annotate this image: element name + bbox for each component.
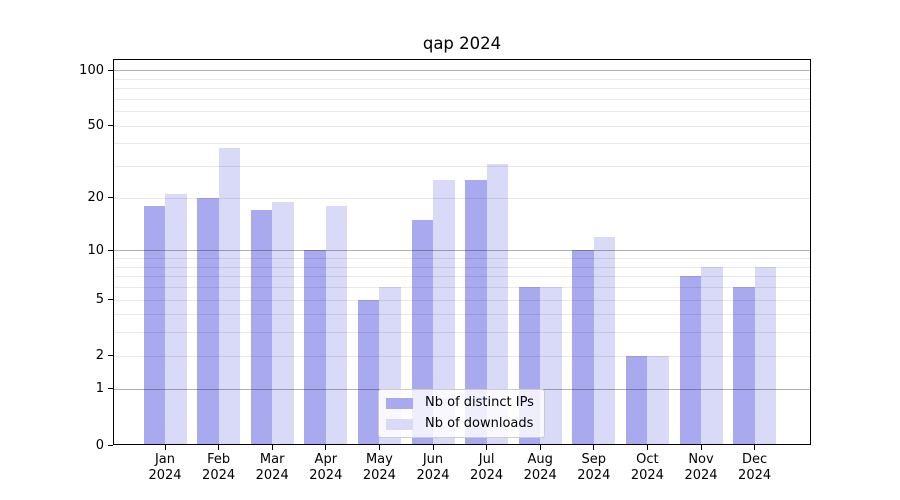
x-tick-label-dec-2024: Dec 2024 [738,452,772,483]
gridline-y-100-major [113,70,811,72]
bar-nb-of-distinct-ips-jul-2024 [465,180,487,445]
gridline-y-3 [113,332,811,334]
x-tick-jul-2024 [486,445,488,450]
gridline-y-90 [113,78,811,80]
bar-nb-of-distinct-ips-may-2024 [357,299,380,445]
bar-nb-of-distinct-ips-nov-2024 [679,276,701,445]
legend-item-downloads: Nb of downloads [386,417,534,431]
y-tick-label-20: 20 [87,190,104,206]
gridline-y-80 [113,88,811,90]
bar-nb-of-downloads-dec-2024 [754,266,777,445]
x-tick-apr-2024 [325,445,327,450]
gridline-y-70 [113,98,811,100]
x-tick-label-jun-2024: Jun 2024 [416,452,450,483]
bar-nb-of-distinct-ips-apr-2024 [304,250,326,445]
legend: Nb of distinct IPs Nb of downloads [378,389,545,438]
gridline-y-50 [113,125,811,127]
plot-area [113,59,811,445]
bar-nb-of-downloads-feb-2024 [218,147,241,445]
x-tick-sep-2024 [593,445,595,450]
plot-frame [113,59,811,445]
x-tick-aug-2024 [539,445,541,450]
x-tick-label-apr-2024: Apr 2024 [309,452,343,483]
bar-nb-of-distinct-ips-feb-2024 [197,197,219,445]
chart-title: qap 2024 [422,34,502,53]
bar-nb-of-downloads-aug-2024 [540,287,562,445]
y-tick-0 [108,444,113,446]
gridline-y-2 [113,355,811,357]
bar-nb-of-distinct-ips-sep-2024 [572,250,594,445]
gridline-y-20 [113,197,811,199]
x-tick-label-aug-2024: Aug 2024 [523,452,557,483]
gridline-y-6 [113,286,811,288]
gridline-y-40 [113,143,811,145]
bar-nb-of-downloads-jul-2024 [486,163,509,445]
x-tick-feb-2024 [218,445,220,450]
gridlines-layer [113,59,811,445]
y-tick-label-0: 0 [95,437,104,453]
y-tick-20 [108,197,113,199]
y-tick-label-2: 2 [95,348,104,364]
y-tick-10 [108,249,113,251]
x-tick-jun-2024 [432,445,434,450]
bar-nb-of-downloads-oct-2024 [647,355,669,445]
bar-nb-of-downloads-mar-2024 [272,201,294,445]
legend-swatch-downloads [386,418,413,430]
gridline-y-8 [113,266,811,268]
x-tick-dec-2024 [754,445,756,450]
x-tick-label-nov-2024: Nov 2024 [684,452,718,483]
bar-nb-of-distinct-ips-jun-2024 [411,219,433,445]
x-tick-jan-2024 [164,445,166,450]
gridline-y-30 [113,166,811,168]
y-tick-label-50: 50 [87,118,104,134]
y-tick-label-10: 10 [87,242,104,258]
y-tick-50 [108,125,113,127]
x-tick-label-jul-2024: Jul 2024 [470,452,504,483]
bar-nb-of-downloads-apr-2024 [325,205,348,445]
bar-nb-of-distinct-ips-oct-2024 [625,355,648,445]
gridline-y-60 [113,111,811,113]
gridline-y-9 [113,258,811,260]
x-tick-label-may-2024: May 2024 [362,452,396,483]
bar-nb-of-distinct-ips-dec-2024 [733,287,755,445]
bar-nb-of-distinct-ips-jan-2024 [143,205,165,445]
y-tick-label-1: 1 [95,381,104,397]
gridline-y-10-major [113,250,811,252]
gridline-y-5 [113,299,811,301]
y-tick-5 [108,299,113,301]
x-tick-label-feb-2024: Feb 2024 [202,452,236,483]
legend-label-distinct-ips: Nb of distinct IPs [425,395,534,410]
y-tick-100 [108,69,113,71]
y-tick-label-100: 100 [79,62,104,78]
bar-nb-of-downloads-jun-2024 [433,180,455,445]
y-tick-2 [108,355,113,357]
legend-swatch-distinct-ips [386,397,413,409]
x-tick-label-oct-2024: Oct 2024 [630,452,664,483]
gridline-y-4 [113,314,811,316]
gridline-y-7 [113,276,811,278]
x-tick-label-mar-2024: Mar 2024 [255,452,289,483]
x-tick-label-jan-2024: Jan 2024 [148,452,182,483]
legend-item-distinct-ips: Nb of distinct IPs [386,396,534,410]
x-tick-mar-2024 [271,445,273,450]
x-tick-nov-2024 [700,445,702,450]
x-tick-may-2024 [378,445,381,450]
bar-nb-of-downloads-sep-2024 [593,236,616,445]
bar-nb-of-distinct-ips-mar-2024 [250,210,273,445]
bar-nb-of-downloads-jan-2024 [165,194,187,445]
x-tick-label-sep-2024: Sep 2024 [577,452,611,483]
y-tick-1 [108,388,113,390]
bar-nb-of-downloads-nov-2024 [701,266,723,445]
legend-label-downloads: Nb of downloads [425,416,534,431]
y-tick-label-5: 5 [95,292,104,307]
x-tick-oct-2024 [646,445,649,450]
